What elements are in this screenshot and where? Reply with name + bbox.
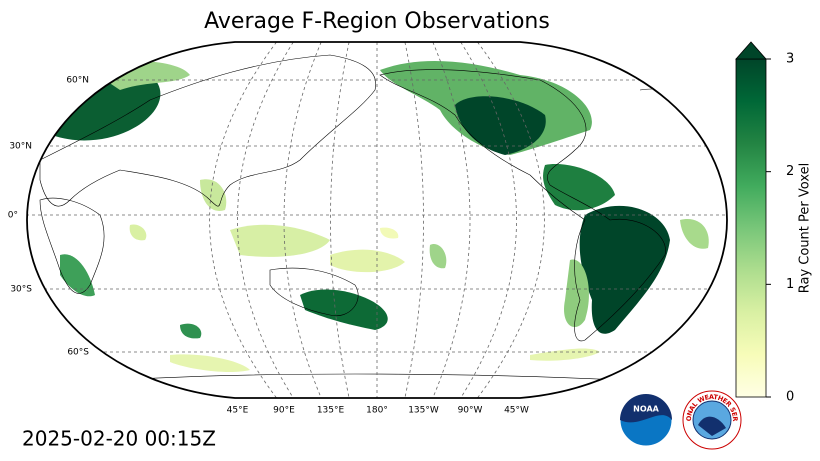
noaa-logo: NOAA: [619, 393, 673, 447]
colorbar-tick-label: 0: [786, 390, 794, 405]
meridian: [432, 42, 471, 398]
meridian: [477, 42, 545, 398]
colorbar-tick-label: 2: [786, 164, 794, 179]
lat-label: 60°S: [67, 348, 89, 358]
meridian: [460, 42, 517, 398]
lat-label: 30°N: [9, 142, 32, 152]
colorbar: Ray Count Per Voxel 0 1 2 3: [735, 41, 813, 405]
lat-label: 30°S: [10, 285, 32, 295]
colorbar-extension: [735, 41, 767, 60]
map-boundary: [26, 41, 728, 399]
colorbar-ramp: [735, 58, 767, 398]
meridian: [283, 42, 322, 398]
lon-label: 135°E: [317, 406, 345, 416]
lon-label: 90°E: [273, 406, 295, 416]
lon-label: 180°: [366, 406, 388, 416]
lat-label: 60°N: [66, 76, 89, 86]
timestamp: 2025-02-20 00:15Z: [22, 427, 216, 451]
lon-label: 90°W: [458, 406, 483, 416]
lon-label: 45°E: [227, 406, 249, 416]
meridian: [209, 42, 277, 398]
meridian: [404, 42, 424, 398]
colorbar-tick-label: 1: [786, 277, 794, 292]
map: [27, 42, 727, 398]
colorbar-label: Ray Count Per Voxel: [798, 163, 813, 293]
lon-label: 45°W: [504, 406, 529, 416]
lon-label: 135°W: [408, 406, 439, 416]
lat-label: 0°: [8, 211, 18, 221]
coastlines: [39, 54, 716, 381]
observation-field: [52, 60, 709, 373]
colorbar-tick-label: 3: [786, 52, 794, 67]
noaa-text: NOAA: [633, 405, 659, 414]
meridian: [330, 42, 350, 398]
graticule: [27, 42, 727, 398]
graticule-labels: 45°E 90°E 135°E 180° 135°W 90°W 45°W 60°N 30°N 0°…: [8, 76, 529, 416]
title: Average F-Region Observations: [204, 9, 550, 34]
meridian: [237, 42, 294, 398]
